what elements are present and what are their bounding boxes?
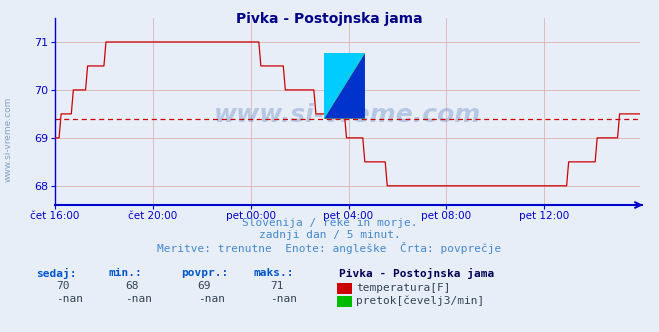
Text: 68: 68 bbox=[125, 281, 138, 291]
Polygon shape bbox=[324, 53, 365, 119]
Text: Meritve: trenutne  Enote: angleške  Črta: povprečje: Meritve: trenutne Enote: angleške Črta: … bbox=[158, 242, 501, 254]
Text: -nan: -nan bbox=[198, 294, 225, 304]
Text: zadnji dan / 5 minut.: zadnji dan / 5 minut. bbox=[258, 230, 401, 240]
Text: temperatura[F]: temperatura[F] bbox=[356, 283, 450, 293]
Text: maks.:: maks.: bbox=[254, 268, 294, 278]
Text: Pivka - Postojnska jama: Pivka - Postojnska jama bbox=[236, 12, 423, 26]
Text: -nan: -nan bbox=[125, 294, 152, 304]
Text: min.:: min.: bbox=[109, 268, 142, 278]
Text: povpr.:: povpr.: bbox=[181, 268, 229, 278]
Text: 70: 70 bbox=[56, 281, 69, 291]
Text: www.si-vreme.com: www.si-vreme.com bbox=[214, 103, 481, 127]
Text: 71: 71 bbox=[270, 281, 283, 291]
Bar bbox=[324, 53, 365, 119]
Text: sedaj:: sedaj: bbox=[36, 268, 76, 279]
Text: Slovenija / reke in morje.: Slovenija / reke in morje. bbox=[242, 218, 417, 228]
Polygon shape bbox=[324, 53, 365, 119]
Text: -nan: -nan bbox=[270, 294, 297, 304]
Text: www.si-vreme.com: www.si-vreme.com bbox=[3, 97, 13, 182]
Text: -nan: -nan bbox=[56, 294, 83, 304]
Text: pretok[čevelj3/min]: pretok[čevelj3/min] bbox=[356, 296, 484, 306]
Text: 69: 69 bbox=[198, 281, 211, 291]
Text: Pivka - Postojnska jama: Pivka - Postojnska jama bbox=[339, 268, 495, 279]
